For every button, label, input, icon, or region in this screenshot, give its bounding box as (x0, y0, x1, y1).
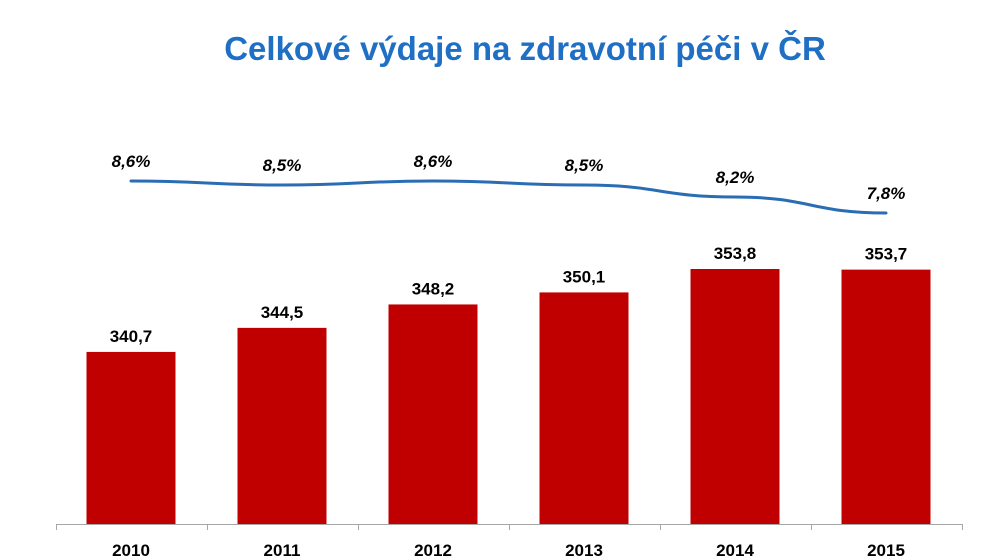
bar-value-label-2012: 348,2 (412, 279, 455, 298)
x-tick-labels: 2010 2011 2012 2013 2014 2015 (112, 541, 905, 558)
line-layer (129, 179, 888, 215)
x-axis (56, 524, 963, 530)
chart-title: Celkové výdaje na zdravotní péči v ČR (224, 30, 826, 67)
bar-value-label-2015: 353,7 (865, 245, 908, 264)
line-value-label-2011: 8,5% (263, 156, 302, 175)
line-value-label-2014: 8,2% (716, 168, 755, 187)
x-tick-label-2011: 2011 (264, 541, 301, 558)
line-value-label-2013: 8,5% (565, 156, 604, 175)
bar-2015 (841, 269, 931, 524)
x-tick-label-2010: 2010 (112, 541, 150, 558)
line-labels-layer: 8,6% 8,5% 8,6% 8,5% 8,2% 7,8% (112, 152, 906, 203)
x-tick-label-2013: 2013 (565, 541, 603, 558)
share-line (129, 179, 888, 215)
x-tick-label-2015: 2015 (867, 541, 905, 558)
bar-labels-layer: 340,7 344,5 348,2 350,1 353,8 353,7 (110, 244, 908, 346)
bar-value-label-2014: 353,8 (714, 244, 757, 263)
bar-value-label-2011: 344,5 (261, 303, 304, 322)
bar-2010 (86, 351, 176, 524)
bar-2012 (388, 304, 478, 524)
bar-2011 (237, 327, 327, 524)
bar-2014 (690, 269, 780, 524)
line-value-label-2015: 7,8% (867, 184, 906, 203)
bars-layer (86, 269, 931, 524)
line-value-label-2012: 8,6% (414, 152, 453, 171)
bar-value-label-2010: 340,7 (110, 327, 153, 346)
bar-value-label-2013: 350,1 (563, 267, 606, 286)
x-tick-label-2012: 2012 (414, 541, 452, 558)
line-value-label-2010: 8,6% (112, 152, 151, 171)
x-tick-label-2014: 2014 (716, 541, 754, 558)
bar-2013 (539, 292, 629, 524)
